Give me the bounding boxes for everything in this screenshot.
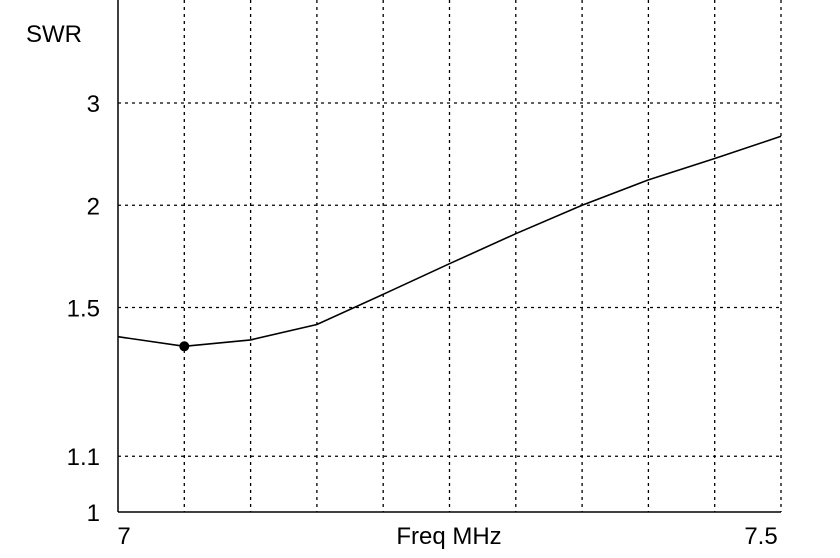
y-axis-title: SWR bbox=[26, 21, 82, 48]
y-tick-label: 1.5 bbox=[67, 296, 100, 323]
y-tick-label: 1.1 bbox=[67, 444, 100, 471]
y-tick-label: 3 bbox=[87, 91, 100, 118]
swr-curve bbox=[117, 135, 782, 348]
tick-labels: 1 1.1 1.5 2 3 7 7.5 bbox=[67, 91, 778, 550]
x-tick-label: 7 bbox=[117, 523, 130, 550]
x-tick-label: 7.5 bbox=[744, 523, 777, 550]
swr-curve-group bbox=[117, 135, 782, 352]
y-tick-label: 1 bbox=[87, 500, 100, 527]
axes bbox=[117, 0, 781, 513]
y-tick-label: 2 bbox=[87, 193, 100, 220]
x-axis-title: Freq MHz bbox=[396, 523, 501, 550]
grid-lines bbox=[118, 0, 782, 512]
min-swr-marker bbox=[179, 341, 190, 352]
